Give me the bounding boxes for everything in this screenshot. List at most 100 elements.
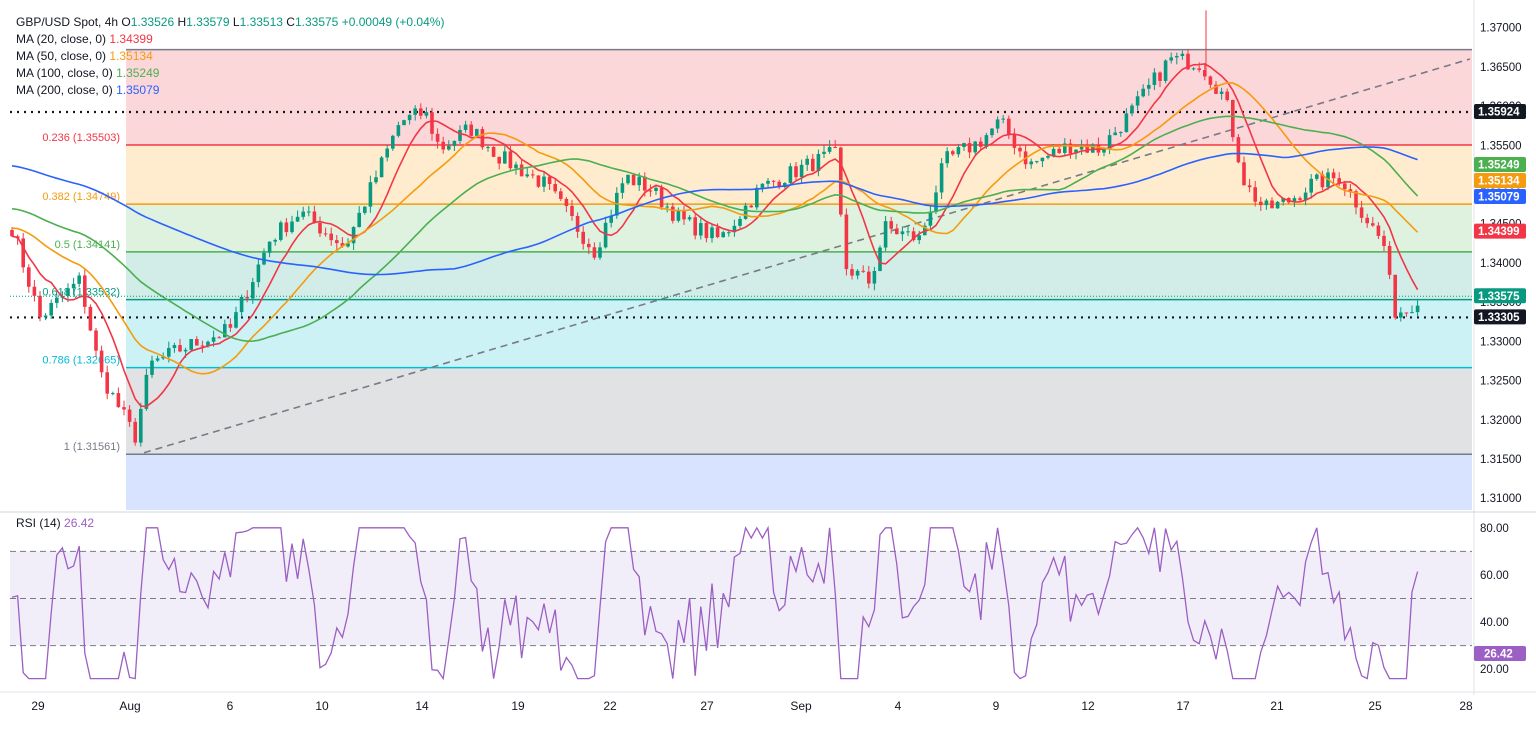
- candle: [1040, 157, 1045, 168]
- candle-body: [223, 324, 227, 338]
- candle-body: [301, 211, 305, 217]
- candle-body: [732, 225, 737, 233]
- candle: [1259, 196, 1263, 212]
- candle: [1331, 168, 1336, 185]
- candle: [295, 210, 300, 222]
- fib-zone-2: [126, 204, 1472, 252]
- candles: [10, 49, 1420, 447]
- candle: [251, 277, 255, 304]
- candle-body: [1152, 72, 1157, 85]
- candle-body: [671, 206, 675, 221]
- candle-body: [1242, 162, 1246, 186]
- candle-body: [1320, 174, 1325, 188]
- candle: [105, 365, 109, 400]
- candle-body: [962, 143, 966, 148]
- candle-body: [777, 181, 781, 188]
- y-tick-label: 1.31000: [1480, 493, 1522, 505]
- candle: [1393, 274, 1397, 320]
- candle: [402, 119, 406, 126]
- candle-body: [900, 231, 905, 235]
- candle: [1298, 196, 1302, 202]
- candle: [1012, 128, 1017, 155]
- candle-body: [1404, 312, 1409, 314]
- fib-label-1: 0.382 (1.34749): [42, 191, 120, 203]
- candle: [1191, 67, 1196, 71]
- candle-body: [1141, 88, 1145, 97]
- x-tick-label: 9: [993, 699, 1000, 713]
- candle-body: [273, 239, 277, 242]
- candle-body: [1135, 96, 1140, 106]
- candle: [323, 227, 328, 237]
- candle-body: [396, 125, 401, 136]
- candle: [771, 180, 776, 188]
- candle-body: [363, 206, 367, 213]
- candle-body: [178, 345, 182, 352]
- candle-body: [939, 163, 944, 193]
- candle: [872, 266, 877, 291]
- candle-body: [592, 247, 597, 258]
- candle-body: [150, 360, 154, 375]
- candle-body: [94, 330, 98, 351]
- candle: [38, 291, 42, 322]
- price-label-box: [1474, 309, 1526, 325]
- candle: [665, 202, 669, 213]
- candle: [1303, 187, 1308, 206]
- candle: [77, 272, 81, 288]
- candle: [1018, 144, 1022, 158]
- ma20-line: [11, 63, 1419, 408]
- candle-body: [368, 182, 373, 207]
- candle: [1399, 307, 1403, 322]
- candle-body: [911, 231, 916, 241]
- candle-body: [1085, 146, 1089, 153]
- candle-body: [1046, 155, 1050, 158]
- candle: [111, 391, 115, 396]
- candle: [94, 328, 98, 357]
- candle: [990, 128, 994, 138]
- candle-body: [1203, 70, 1207, 77]
- candle-body: [1415, 305, 1420, 313]
- candle: [1074, 149, 1078, 160]
- candle-body: [783, 182, 787, 188]
- candle: [27, 264, 31, 293]
- price-label-box: [1474, 223, 1526, 239]
- x-tick-label: 10: [315, 699, 329, 713]
- candle: [21, 232, 25, 273]
- candle: [581, 226, 585, 250]
- candle-body: [1113, 132, 1117, 136]
- candle-body: [816, 153, 821, 172]
- candle-body: [514, 164, 518, 169]
- candle-body: [598, 247, 602, 258]
- candle: [435, 128, 440, 149]
- candle: [631, 173, 636, 186]
- ma50-line: [11, 81, 1419, 375]
- candle-body: [1225, 91, 1229, 101]
- candle-body: [346, 243, 350, 247]
- candle-body: [335, 240, 339, 244]
- candle: [133, 418, 137, 446]
- candle: [1387, 241, 1392, 280]
- candle: [379, 156, 384, 178]
- candle-body: [951, 151, 955, 155]
- candle: [307, 205, 311, 217]
- candle-body: [486, 147, 490, 149]
- candle-body: [1079, 146, 1084, 150]
- fib-zone-6: [126, 454, 1472, 510]
- candle-body: [312, 211, 317, 223]
- candle-body: [284, 222, 289, 233]
- candle: [1253, 180, 1257, 207]
- price-label: 1.33575: [1478, 291, 1520, 303]
- candle-body: [889, 221, 893, 229]
- candle-body: [200, 345, 205, 347]
- candle: [1225, 88, 1229, 102]
- candle-body: [116, 393, 121, 408]
- x-tick-label: 29: [31, 699, 45, 713]
- candle-body: [721, 232, 725, 238]
- candle-body: [267, 241, 272, 253]
- candle: [1152, 68, 1157, 91]
- candle: [525, 167, 529, 178]
- candle-body: [620, 183, 625, 193]
- candle: [32, 279, 37, 302]
- candle-body: [1158, 72, 1162, 81]
